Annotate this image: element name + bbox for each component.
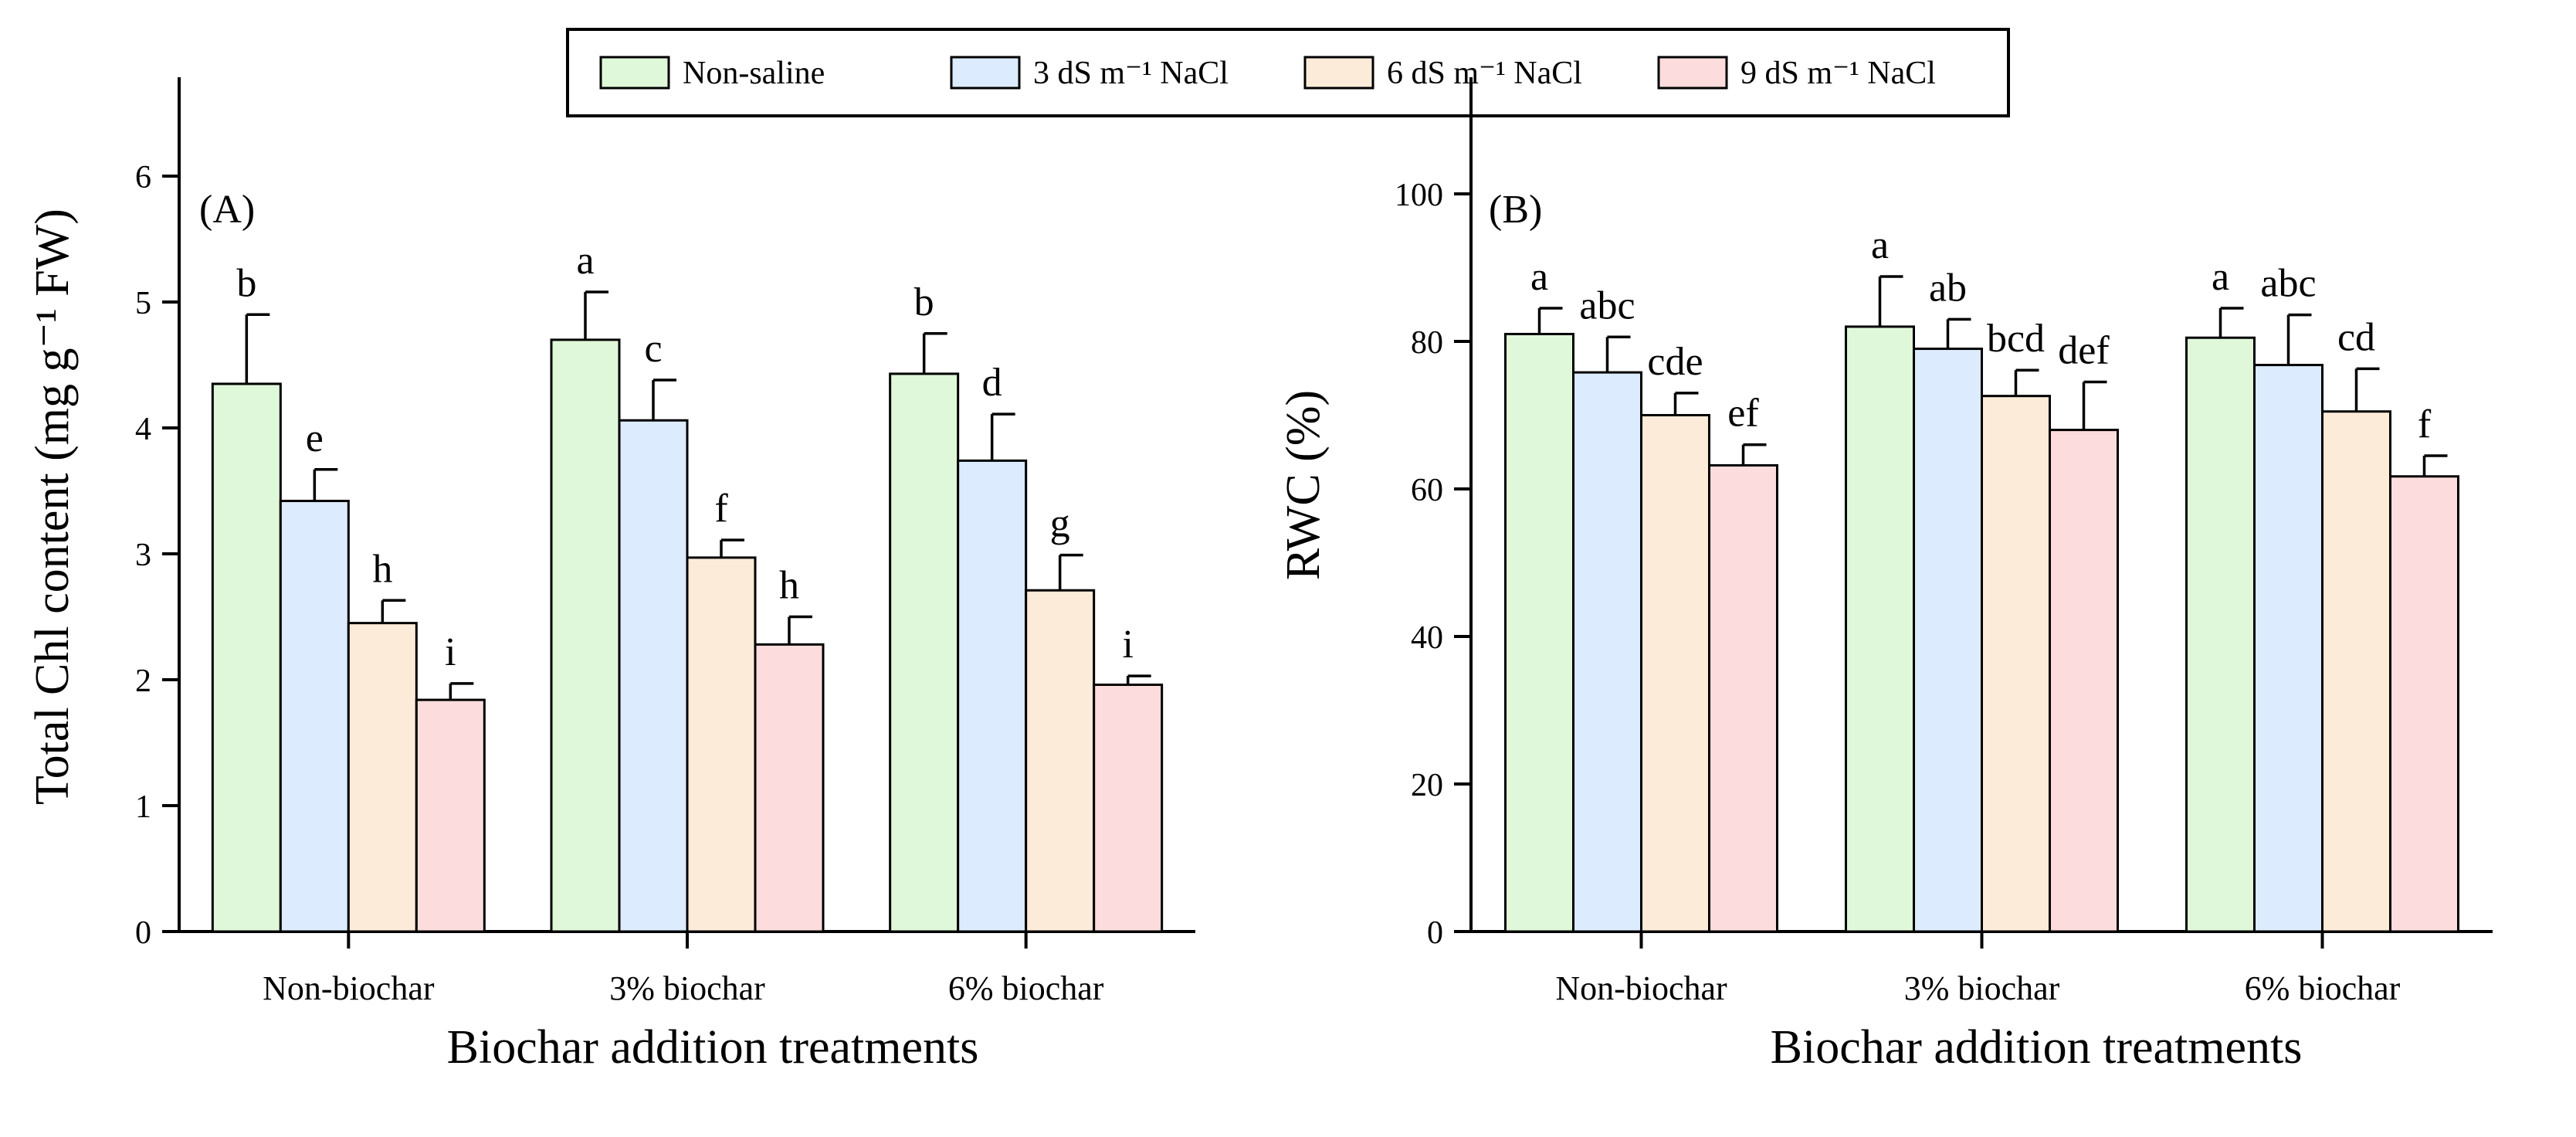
bar: [1640, 414, 1710, 933]
bar: [686, 556, 757, 933]
x-tick-label: Non-biochar: [1555, 969, 1727, 1007]
significance-letter: def: [2058, 329, 2110, 373]
x-tick-label: 6% biochar: [948, 969, 1104, 1007]
significance-letter: h: [779, 564, 799, 608]
x-tick-label: 3% biochar: [1904, 969, 2060, 1007]
y-tick-label: 80: [1411, 325, 1443, 361]
significance-letter: a: [2212, 255, 2229, 299]
legend-label: 6 dS m⁻¹ NaCl: [1387, 56, 1582, 91]
y-axis-label: Total Chl content (mg g⁻¹ FW): [26, 209, 79, 805]
significance-letter: d: [982, 361, 1002, 405]
legend: Non-saline 3 dS m⁻¹ NaCl 6 dS m⁻¹ NaCl 9…: [566, 28, 2010, 117]
panel-label: (B): [1489, 188, 1542, 232]
y-tick-label: 5: [135, 286, 151, 321]
legend-entry-6ds: 6 dS m⁻¹ NaCl: [1303, 56, 1582, 91]
bar: [2253, 364, 2323, 933]
y-tick-label: 0: [1427, 915, 1443, 951]
x-axis-label: Biochar addition treatments: [1771, 1021, 2303, 1074]
bar: [2185, 336, 2256, 933]
significance-letter: ab: [1929, 266, 1967, 310]
x-tick-label: 3% biochar: [609, 969, 765, 1007]
panel-label: (A): [199, 188, 255, 232]
x-tick-label: Non-biochar: [263, 969, 435, 1007]
y-tick-label: 6: [135, 160, 151, 195]
significance-letter: b: [236, 261, 256, 305]
significance-letter: ef: [1727, 392, 1759, 436]
bar: [1504, 332, 1574, 933]
bar: [1913, 348, 1983, 933]
significance-letter: abc: [2260, 262, 2316, 306]
x-axis-label: Biochar addition treatments: [447, 1021, 979, 1074]
y-tick-label: 0: [135, 915, 151, 951]
bar: [1708, 463, 1778, 933]
bar: [211, 382, 282, 933]
bar: [1981, 395, 2051, 933]
significance-letter: c: [644, 327, 662, 371]
legend-swatch: [1303, 56, 1374, 90]
y-tick-label: 20: [1411, 768, 1443, 803]
bar: [279, 500, 350, 933]
significance-letter: f: [2418, 402, 2432, 446]
legend-swatch: [599, 56, 670, 90]
panel-b-rwc-chart: 0 20 40 60 80 100 RWC (%) (B) Biochar addition t…: [1277, 77, 2493, 1074]
y-tick-label: 2: [135, 664, 151, 699]
legend-entry-non-saline: Non-saline: [599, 56, 825, 91]
significance-letter: i: [1122, 623, 1133, 667]
bar: [754, 643, 825, 933]
significance-letter: f: [714, 487, 728, 531]
bar: [889, 372, 960, 933]
y-tick-label: 3: [135, 538, 151, 573]
legend-label: Non-saline: [683, 56, 825, 91]
significance-letter: bcd: [1987, 317, 2045, 361]
significance-letter: a: [1871, 223, 1889, 267]
legend-label: 9 dS m⁻¹ NaCl: [1740, 56, 1936, 91]
legend-entry-3ds: 3 dS m⁻¹ NaCl: [950, 56, 1229, 91]
significance-letter: e: [306, 416, 324, 460]
legend-swatch: [1657, 56, 1728, 90]
legend-label: 3 dS m⁻¹ NaCl: [1033, 56, 1229, 91]
bar: [957, 459, 1028, 933]
x-tick-label: 6% biochar: [2245, 969, 2401, 1007]
y-tick-label: 100: [1395, 178, 1443, 213]
legend-box: [566, 28, 2010, 117]
bar: [1025, 589, 1096, 933]
significance-letter: cde: [1647, 340, 1703, 384]
significance-letter: cd: [2337, 315, 2375, 359]
bar: [1093, 684, 1164, 933]
panel-a-chl-chart: 0 1 2 3 4 5 6 Total Chl content (mg g⁻¹ FW) (A) B…: [26, 77, 1195, 1074]
legend-swatch: [950, 56, 1021, 90]
y-tick-label: 4: [135, 412, 151, 447]
significance-letter: g: [1050, 502, 1070, 546]
bar: [415, 698, 486, 933]
legend-entry-9ds: 9 dS m⁻¹ NaCl: [1657, 56, 1936, 91]
bar: [618, 419, 689, 933]
significance-letter: i: [445, 630, 456, 674]
bar: [347, 622, 418, 933]
significance-letter: a: [1530, 255, 1548, 299]
significance-letter: a: [576, 239, 594, 283]
significance-letter: abc: [1579, 283, 1635, 328]
bar: [2049, 429, 2119, 933]
bar: [1572, 371, 1642, 933]
significance-letter: h: [372, 547, 392, 591]
significance-letter: b: [914, 280, 934, 324]
y-tick-label: 1: [135, 789, 151, 825]
bar: [2321, 410, 2391, 933]
bar: [2389, 475, 2459, 933]
y-tick-label: 40: [1411, 620, 1443, 656]
bar: [550, 338, 621, 933]
y-axis-label: RWC (%): [1277, 390, 1330, 580]
bar: [1845, 325, 1915, 933]
y-tick-label: 60: [1411, 473, 1443, 508]
